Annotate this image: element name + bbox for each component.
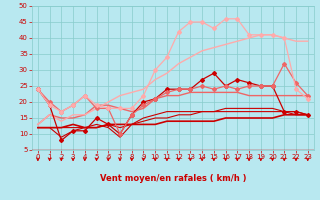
X-axis label: Vent moyen/en rafales ( km/h ): Vent moyen/en rafales ( km/h )	[100, 174, 246, 183]
